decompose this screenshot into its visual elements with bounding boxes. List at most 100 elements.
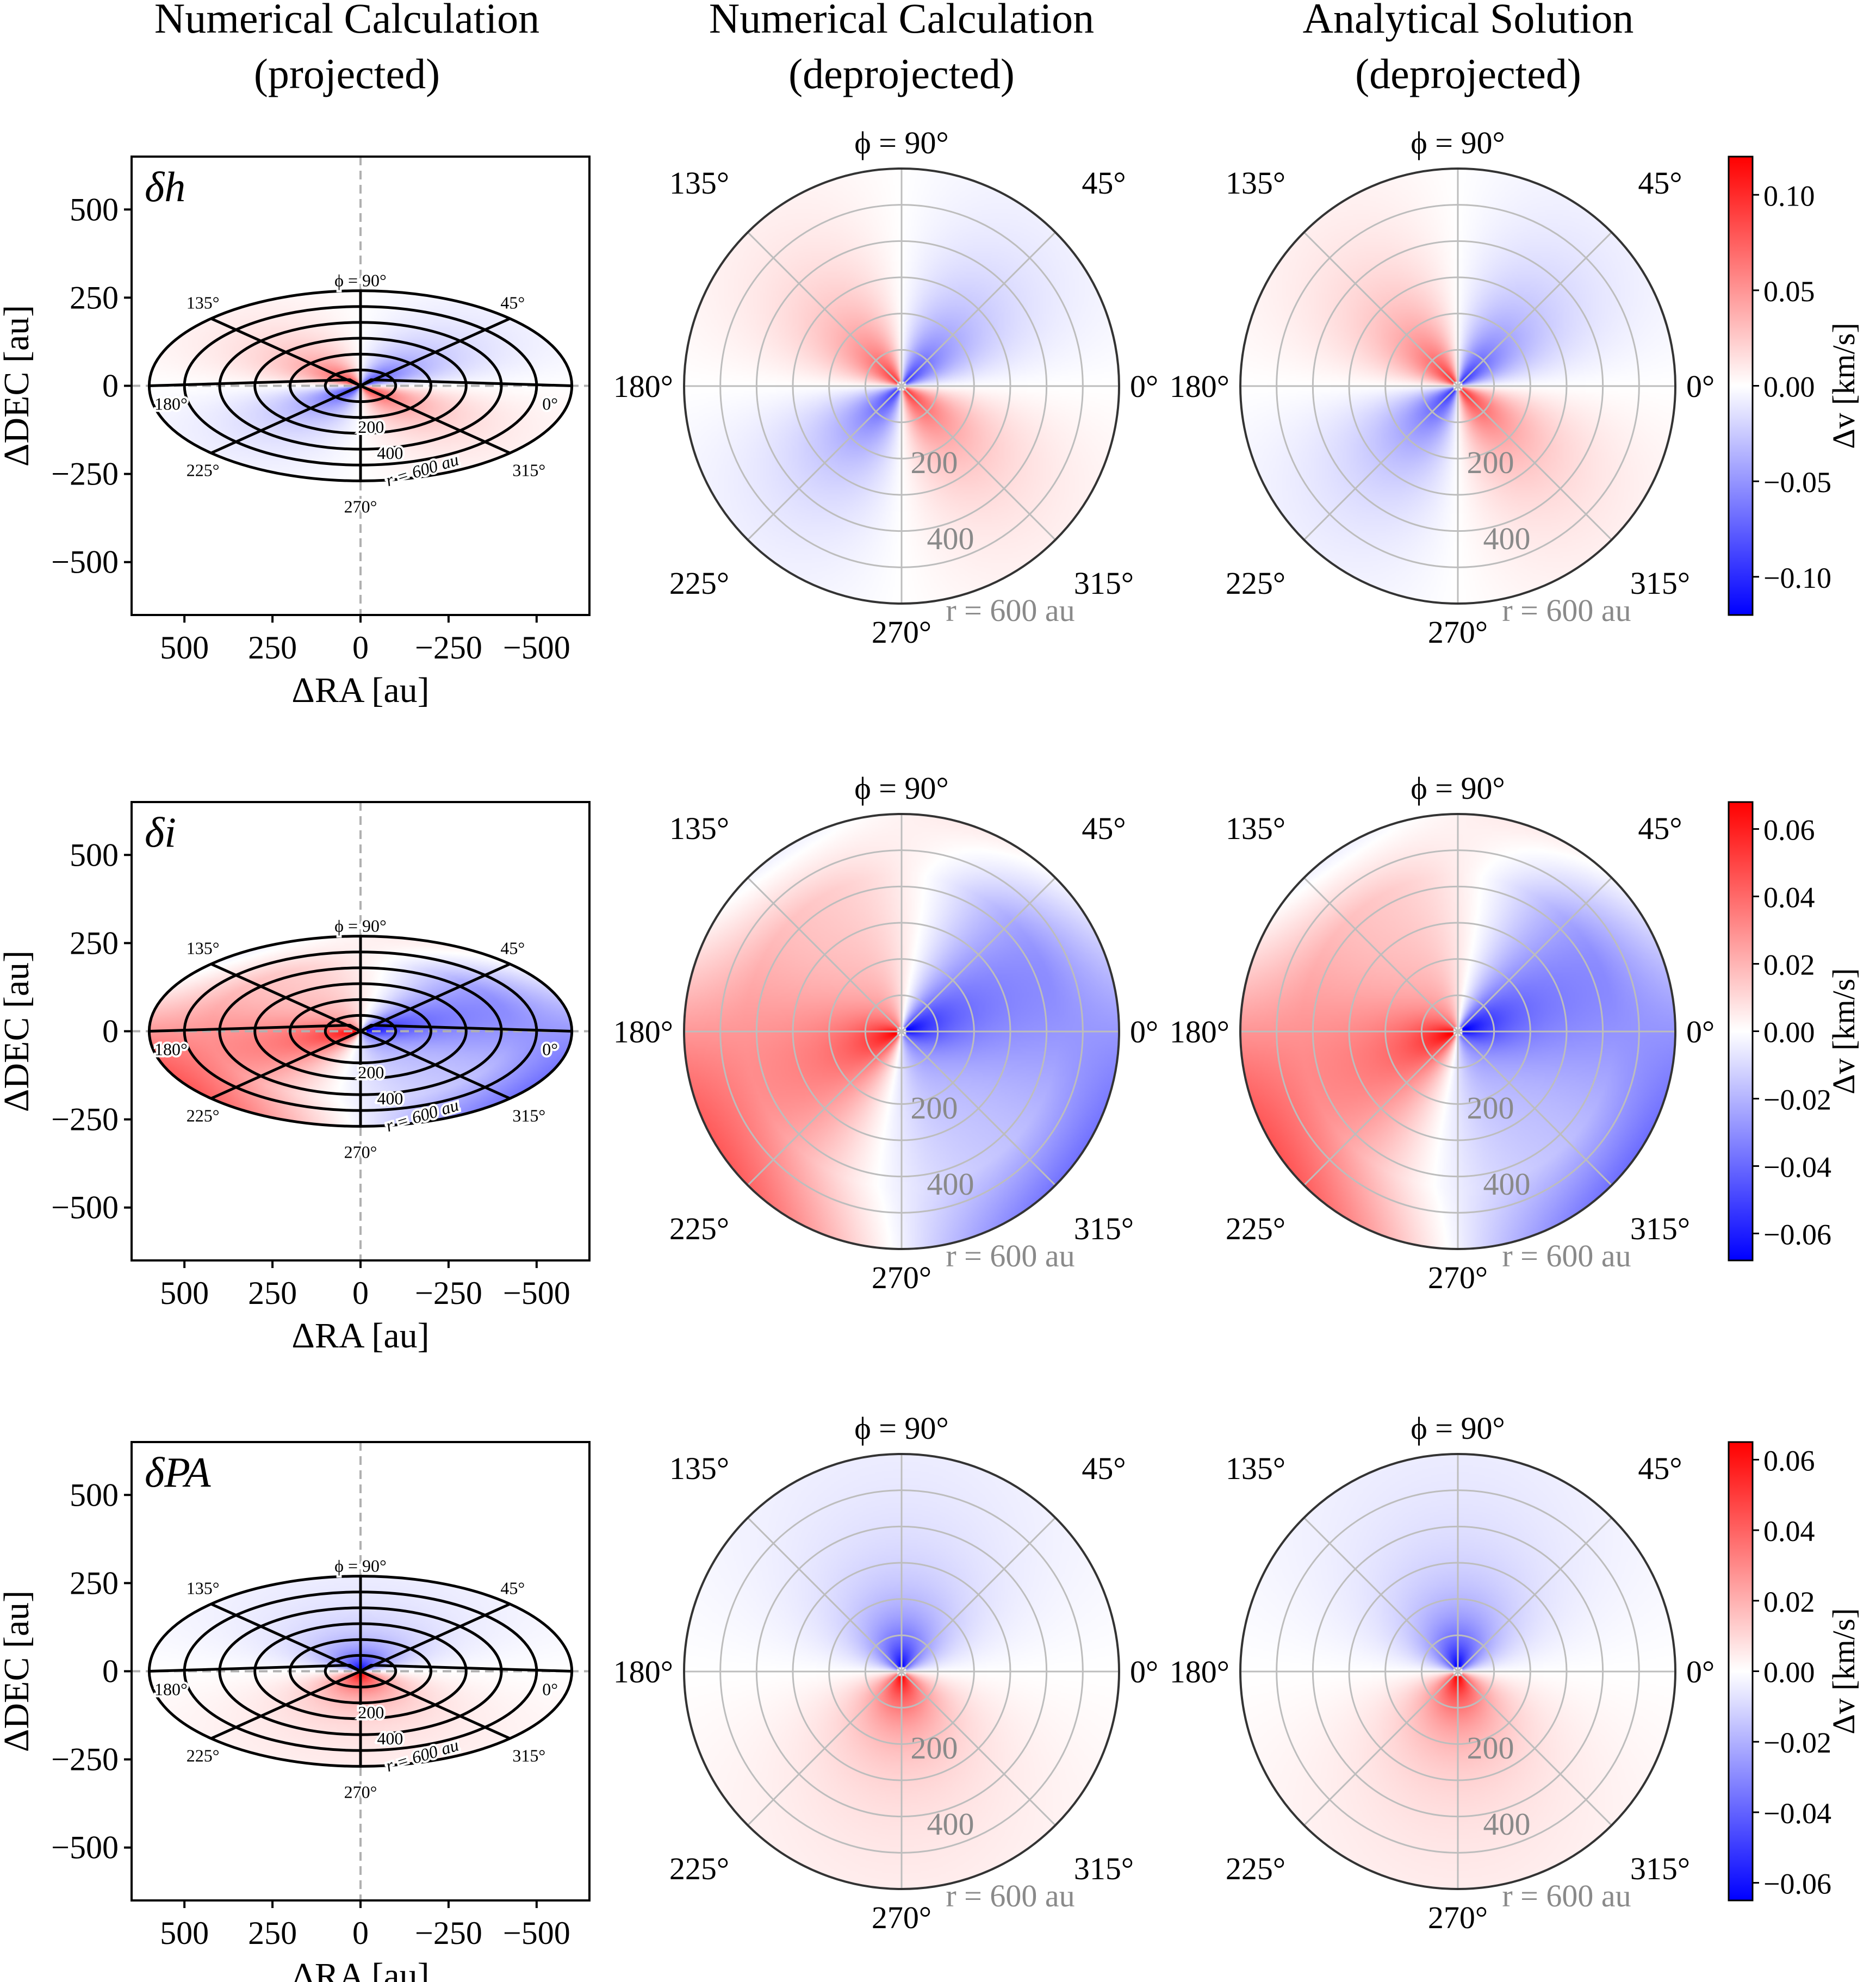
- phi-label-135: 135°: [187, 939, 220, 958]
- phi-label-315: 315°: [512, 460, 545, 480]
- polar-grid-spoke: [747, 1030, 903, 1186]
- column-titles: Numerical Calculation(projected)Numerica…: [154, 0, 1634, 97]
- angle-label-135: 135°: [1226, 811, 1285, 846]
- radius-label-200: 200: [1467, 1090, 1514, 1126]
- projected-panel: ϕ = 90°45°135°180° 0°225° 315°270°200400r …: [0, 156, 591, 710]
- y-tick-label: 250: [70, 279, 119, 315]
- column-title-3: Analytical Solution (deprojected): [1303, 0, 1634, 97]
- x-axis-label: ΔRA [au]: [291, 670, 429, 710]
- y-axis-label: ΔDEC [au]: [0, 1590, 36, 1752]
- angle-label-270: 270°: [872, 1260, 931, 1295]
- phi-label-270: 270°: [344, 1782, 377, 1801]
- angle-label-225: 225°: [669, 1211, 729, 1246]
- angle-label-315: 315°: [1630, 1211, 1690, 1246]
- x-tick-label: 250: [248, 1275, 297, 1311]
- polar-grid-spoke: [1457, 1517, 1612, 1673]
- radius-label-200: 200: [911, 445, 958, 480]
- phi-label-225: 225°: [187, 1105, 220, 1125]
- panels: ϕ = 90° 45° 135° 180° 0° 225° 315° 270° 200 400 r …: [0, 125, 1861, 1982]
- angle-label-90: ϕ = 90°: [1411, 125, 1505, 160]
- contour-spoke: [359, 1023, 572, 1033]
- colorbar-tick-label: 0.04: [1763, 1515, 1815, 1548]
- contour-spoke: [149, 378, 362, 387]
- x-tick-label: −250: [415, 630, 482, 666]
- colorbar-body: [1728, 1441, 1754, 1902]
- angle-label-315: 315°: [1630, 1851, 1690, 1886]
- polar-grid-spoke: [1303, 1517, 1459, 1673]
- phi-label-315: 315°: [512, 1745, 545, 1765]
- radius-label-600: r = 600 au: [1502, 1238, 1631, 1273]
- angle-label-270: 270°: [872, 614, 931, 650]
- colorbar-tick-label: 0.00: [1763, 1656, 1815, 1689]
- polar-grid-spoke: [900, 232, 1056, 387]
- x-tick-label: −500: [503, 1915, 570, 1951]
- angle-label-225: 225°: [1226, 1851, 1285, 1886]
- colorbar-tick-label: 0.06: [1763, 1444, 1815, 1477]
- x-tick-label: −500: [503, 630, 570, 666]
- radius-label-400: 400: [1483, 1166, 1531, 1202]
- angle-label-135: 135°: [1226, 165, 1285, 201]
- phi-label-315: 315°: [512, 1105, 545, 1125]
- phi-label-270: 270°: [344, 496, 377, 516]
- colorbar: 0.06 0.04 0.02 0.00 −0.02 −0.04 −0.06 Δv [km/s]: [1728, 801, 1861, 1262]
- angle-label-225: 225°: [1226, 566, 1285, 601]
- polar-grid-spoke: [900, 385, 1056, 540]
- colorbar: 0.10 0.05 0.00 −0.05 −0.10 Δv [km/s]: [1728, 156, 1861, 616]
- colorbar-label: Δv [km/s]: [1826, 968, 1861, 1094]
- polar-grid-spoke: [900, 1670, 1056, 1826]
- column-title-2: Numerical Calculation (deprojected): [709, 0, 1094, 97]
- contour-spoke: [359, 962, 511, 1033]
- radius-label-400: 400: [927, 521, 974, 556]
- angle-label-45: 45°: [1082, 165, 1126, 201]
- colorbar-tick-label: −0.05: [1763, 466, 1831, 499]
- numerical-deprojected-panel: ϕ = 90° 45° 135° 180° 0° 225° 315° 270° 200 400 r …: [613, 771, 1158, 1295]
- radius-label-400: 400: [377, 1729, 403, 1748]
- colorbar-tick-label: −0.04: [1763, 1151, 1831, 1183]
- angle-label-225: 225°: [669, 566, 729, 601]
- phi-label-0: 0°: [542, 1040, 558, 1059]
- column-title-line1: Numerical Calculation: [154, 0, 539, 42]
- angle-label-270: 270°: [1428, 1900, 1488, 1935]
- polar-grid-spoke: [747, 877, 903, 1033]
- y-tick-label: 0: [102, 1654, 119, 1689]
- y-tick-label: 500: [70, 837, 119, 873]
- polar-grid-spoke: [1303, 877, 1459, 1033]
- x-tick-label: 0: [352, 630, 369, 666]
- y-tick-label: −250: [51, 456, 119, 492]
- angle-label-180: 180°: [1170, 1654, 1229, 1689]
- radius-label-200: 200: [358, 417, 384, 437]
- angle-label-45: 45°: [1638, 165, 1682, 201]
- row-di: ϕ = 90° 45° 135° 180° 0° 225° 315° 270° 200 400 r …: [0, 771, 1861, 1356]
- x-tick-label: 500: [160, 630, 209, 666]
- column-title-line2: (deprojected): [1355, 50, 1581, 97]
- radius-label-600: r = 600 au: [1502, 1878, 1631, 1913]
- angle-label-180: 180°: [613, 369, 673, 404]
- radius-label-400: 400: [1483, 521, 1531, 556]
- angle-label-315: 315°: [1630, 566, 1690, 601]
- contour-spoke: [210, 1670, 362, 1740]
- x-tick-label: 500: [160, 1275, 209, 1311]
- polar-grid-spoke: [900, 877, 1056, 1033]
- colorbar-tick-label: −0.04: [1763, 1797, 1831, 1830]
- polar-grid-spoke: [747, 385, 903, 540]
- colorbar-tick-label: 0.05: [1763, 275, 1815, 308]
- angle-label-135: 135°: [1226, 1451, 1285, 1486]
- phi-label-45: 45°: [500, 1579, 525, 1598]
- y-tick-label: −500: [51, 1190, 119, 1226]
- contour-spoke: [359, 384, 511, 455]
- phi-label-45: 45°: [500, 293, 525, 313]
- radius-label-400: 400: [377, 443, 403, 463]
- angle-label-0: 0°: [1686, 1014, 1715, 1049]
- angle-label-45: 45°: [1638, 811, 1682, 846]
- radius-label-400: 400: [1483, 1806, 1531, 1842]
- angle-label-270: 270°: [1428, 614, 1488, 650]
- analytical-deprojected-panel: ϕ = 90° 45° 135° 180° 0° 225° 315° 270° 200 400 r …: [1170, 125, 1715, 650]
- polar-grid-spoke: [1303, 385, 1459, 540]
- contour-spoke: [149, 1023, 362, 1033]
- angle-label-225: 225°: [669, 1851, 729, 1886]
- radius-label-600: r = 600 au: [1502, 593, 1631, 628]
- column-title-line1: Numerical Calculation: [709, 0, 1094, 42]
- polar-frame: [683, 813, 1120, 1250]
- angle-label-180: 180°: [613, 1014, 673, 1049]
